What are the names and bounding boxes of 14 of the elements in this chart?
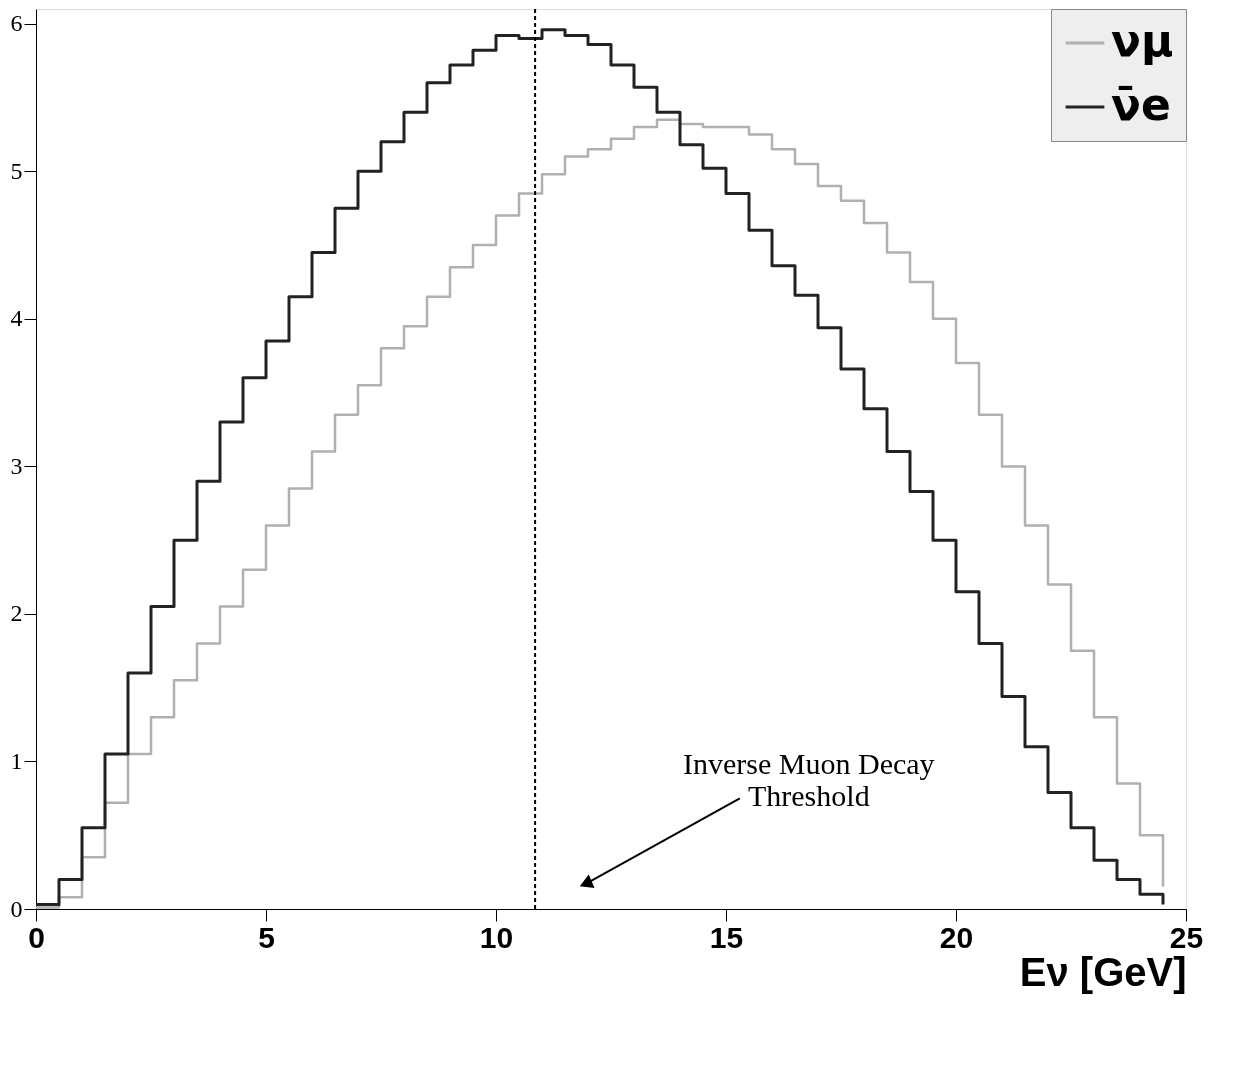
y-tick-label: 4 <box>10 305 23 332</box>
legend-label: ν̄e <box>1111 79 1171 130</box>
legend-label: νμ <box>1111 15 1174 66</box>
x-tick-label: 15 <box>709 920 744 954</box>
x-tick-label: 10 <box>479 920 514 954</box>
y-tick-label: 2 <box>10 600 23 627</box>
y-tick-label: 0 <box>10 895 23 922</box>
y-tick-label: 1 <box>10 747 23 774</box>
annotation: Inverse Muon Decay Threshold <box>683 747 935 812</box>
y-tick-label: 3 <box>10 452 23 479</box>
x-tick-label: 5 <box>258 920 275 954</box>
y-tick-label: 5 <box>10 157 23 184</box>
y-tick-label: 6 <box>10 10 23 37</box>
x-tick-label: 20 <box>939 920 974 954</box>
